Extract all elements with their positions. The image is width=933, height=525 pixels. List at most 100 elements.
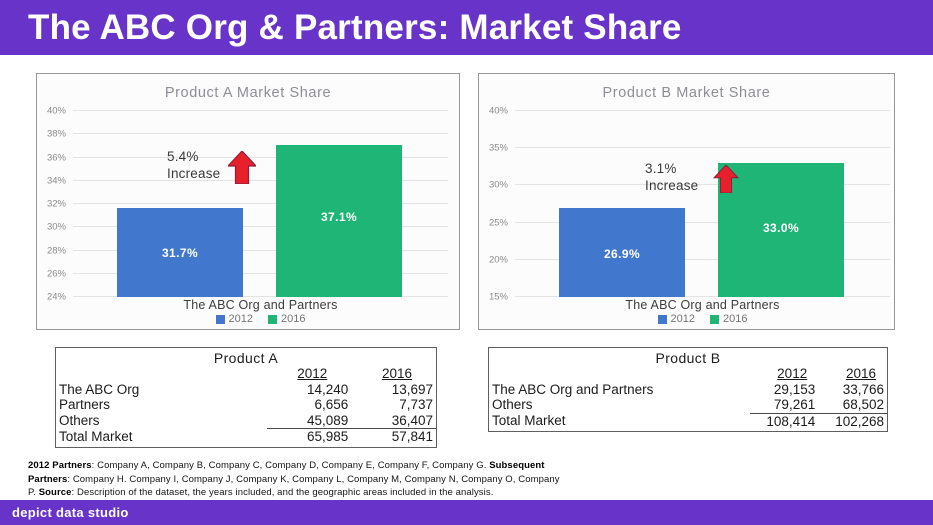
y-axis-tick-label: 40%: [488, 105, 508, 117]
brand-footer: depict data studio: [0, 500, 933, 525]
cell-value: 65,985: [266, 428, 352, 445]
header-spacer: [489, 366, 750, 382]
footnote-segment: 2012 Partners: [28, 460, 92, 471]
up-arrow-icon: [713, 165, 739, 193]
data-table-product-a: Product A 2012 2016 The ABC Org 14,240 13,69…: [55, 347, 437, 448]
x-axis-label: The ABC Org and Partners: [183, 298, 338, 312]
chart-panel-product-b: Product B Market Share 15% 20% 25% 30% 35% 40…: [478, 73, 895, 330]
plot-area: 15% 20% 25% 30% 35% 40% 26.9% 33.0%: [489, 106, 890, 303]
gridline: [515, 184, 890, 186]
footnote-segment: Partners: [28, 473, 68, 485]
annotation-value: 5.4%: [167, 149, 199, 164]
footnote-segment: Subsequent: [489, 460, 545, 471]
cell-value: 102,268: [818, 412, 887, 429]
legend-label: 2012: [228, 313, 253, 325]
legend-item-2016: 2016: [268, 313, 305, 325]
row-label: The ABC Org and Partners: [492, 381, 654, 397]
gridline: [73, 203, 448, 204]
gridline: [73, 133, 448, 135]
y-axis-tick-label: 30%: [488, 179, 508, 191]
page-title: The ABC Org & Partners: Market Share: [28, 7, 682, 47]
column-header-2012: 2012: [777, 366, 808, 381]
footnote-segment: P.: [28, 487, 39, 498]
bar-2012: 31.7%: [117, 207, 243, 297]
gridline: [515, 221, 890, 223]
table-body: 2012 2016 The ABC Org 14,240 13,697 Partners 6…: [56, 366, 436, 445]
y-axis-tick-label: 36%: [46, 152, 66, 163]
y-axis-tick-label: 24%: [46, 291, 66, 303]
gridline: [73, 156, 448, 158]
table-row: Total Market 108,414 102,268: [489, 412, 887, 429]
table-row: Others 45,089 36,407: [56, 413, 436, 429]
y-axis-tick-label: 20%: [488, 254, 508, 266]
cell-value: 33,766: [842, 381, 884, 397]
increase-annotation: 3.1% Increase: [645, 160, 698, 194]
y-axis-tick-label: 32%: [46, 198, 66, 210]
y-axis-tick-label: 25%: [488, 217, 508, 229]
legend-label: 2016: [723, 313, 748, 325]
cell-value: 57,841: [351, 428, 436, 445]
y-axis-tick-label: 38%: [46, 128, 66, 140]
plot-area: 24% 26% 28% 30% 32% 34% 36% 38% 40% 31.7% 37.1%: [47, 106, 448, 303]
cell-value: 79,261: [773, 397, 816, 412]
cell-value: 68,502: [842, 397, 884, 412]
header-bar: The ABC Org & Partners: Market Share: [0, 0, 933, 55]
row-label: The ABC Org: [59, 381, 140, 397]
gridline: [73, 249, 448, 251]
gridline: [73, 226, 448, 228]
chart-legend: 2012 2016: [515, 313, 890, 325]
column-header-2016: 2016: [845, 366, 876, 381]
bar-value-label: 33.0%: [762, 220, 800, 235]
footnote-segment: : Company H. Company I, Company J, Compa…: [67, 473, 560, 485]
y-axis-tick-label: 30%: [46, 221, 66, 233]
cell-value: 29,153: [773, 381, 816, 397]
table-body: 2012 2016 The ABC Org and Partners 29,153 33…: [489, 366, 887, 429]
y-axis-tick-label: 40%: [46, 105, 66, 117]
row-label: Partners: [59, 397, 111, 412]
gridline: [515, 258, 890, 260]
cell-value: 6,656: [314, 397, 349, 412]
gridline: [515, 296, 890, 297]
table-row: The ABC Org and Partners 29,153 33,766: [489, 382, 887, 398]
y-axis-tick-label: 26%: [46, 268, 66, 280]
table-row: Total Market 65,985 57,841: [56, 428, 436, 445]
chart-title: Product B Market Share: [602, 85, 771, 101]
y-axis-tick-label: 28%: [46, 245, 66, 256]
gridline: [73, 296, 448, 297]
chart-legend: 2012 2016: [73, 313, 448, 325]
table-header-row: 2012 2016: [56, 366, 436, 382]
y-axis-tick-label: 35%: [488, 142, 508, 154]
gridline: [73, 272, 448, 274]
row-label: Others: [59, 412, 100, 428]
y-axis-tick-label: 15%: [488, 291, 508, 303]
footnote-segment: Source: [38, 487, 72, 498]
annotation-value: 3.1%: [645, 161, 677, 176]
chart-panel-product-a: Product A Market Share 24% 26% 28% 30% 32% 34…: [36, 73, 460, 330]
legend-item-2012: 2012: [215, 313, 253, 325]
row-label: Total Market: [59, 428, 133, 444]
legend-label: 2012: [670, 313, 695, 325]
bar-2016: 33.0%: [718, 163, 844, 297]
chart-title: Product A Market Share: [164, 85, 332, 101]
data-table-product-b: Product B 2012 2016 The ABC Org and Partne…: [488, 347, 888, 432]
table-title: Product A: [213, 350, 279, 366]
column-header-2016: 2016: [381, 366, 412, 381]
gridline: [73, 179, 448, 181]
cell-value: 13,697: [391, 381, 433, 397]
footnote-segment: : Description of the dataset, the years …: [71, 487, 494, 498]
x-axis-label: The ABC Org and Partners: [625, 298, 780, 312]
row-label: Others: [492, 397, 533, 413]
legend-swatch-2016: [710, 314, 719, 324]
cell-value: 108,414: [750, 412, 819, 429]
cell-value: 36,407: [391, 412, 433, 428]
gridline: [515, 147, 890, 149]
cell-value: 45,089: [307, 412, 349, 428]
bar-value-label: 31.7%: [161, 245, 199, 260]
table-row: Partners 6,656 7,737: [56, 397, 436, 413]
y-axis-tick-label: 34%: [46, 175, 66, 187]
footnote-segment: : Company A, Company B, Company C, Compa…: [91, 460, 490, 471]
legend-swatch-2016: [268, 314, 277, 324]
row-label: Total Market: [492, 413, 566, 429]
bar-value-label: 26.9%: [603, 246, 641, 261]
